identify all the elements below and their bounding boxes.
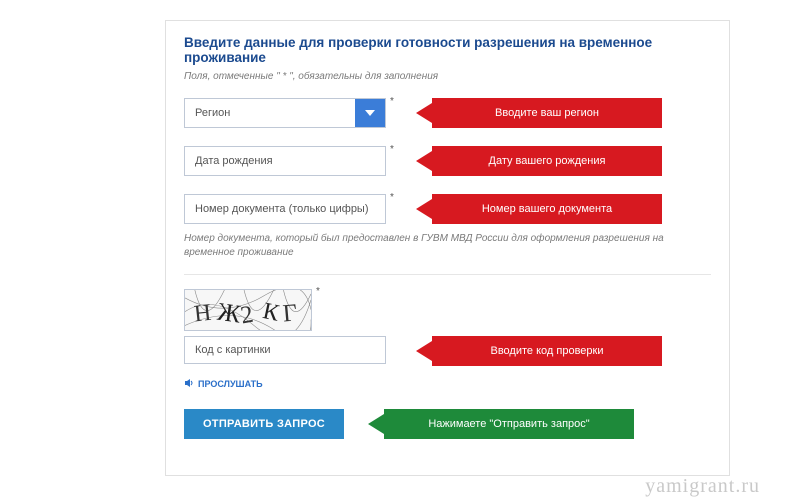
- callout-region: Вводите ваш регион: [432, 98, 662, 128]
- row-region: Регион * Вводите ваш регион: [184, 98, 711, 130]
- divider: [184, 274, 711, 275]
- dob-input-label: Дата рождения: [195, 155, 273, 167]
- region-select-label: Регион: [195, 107, 230, 119]
- svg-text:К: К: [261, 298, 282, 327]
- docnum-input[interactable]: Номер документа (только цифры): [184, 194, 386, 224]
- listen-link[interactable]: ПРОСЛУШАТЬ: [184, 378, 263, 390]
- form-card: Введите данные для проверки готовности р…: [165, 20, 730, 476]
- captcha-input-label: Код с картинки: [195, 344, 271, 356]
- callout-captcha: Вводите код проверки: [432, 336, 662, 366]
- svg-text:Г: Г: [282, 299, 299, 327]
- captcha-input[interactable]: Код с картинки: [184, 336, 386, 364]
- captcha-image: Н Ж 2 К Г: [184, 289, 312, 331]
- required-asterisk: *: [390, 144, 394, 155]
- chevron-down-icon: [355, 99, 385, 127]
- required-asterisk: *: [390, 192, 394, 203]
- row-submit: ОТПРАВИТЬ ЗАПРОС Нажимаете "Отправить за…: [184, 409, 711, 441]
- svg-text:Н: Н: [193, 300, 213, 328]
- required-note: Поля, отмеченные " * ", обязательны для …: [184, 71, 711, 82]
- row-captcha: Н Ж 2 К Г * Код с картинки Вводите код п…: [184, 289, 711, 371]
- callout-docnum: Номер вашего документа: [432, 194, 662, 224]
- svg-text:2: 2: [238, 301, 255, 330]
- watermark: yamigrant.ru: [645, 475, 760, 498]
- required-asterisk: *: [390, 96, 394, 107]
- row-docnum: Номер документа (только цифры) * Номер в…: [184, 194, 711, 226]
- row-dob: Дата рождения * Дату вашего рождения: [184, 146, 711, 178]
- svg-text:Ж: Ж: [216, 297, 243, 329]
- callout-submit: Нажимаете "Отправить запрос": [384, 409, 634, 439]
- dob-input[interactable]: Дата рождения: [184, 146, 386, 176]
- docnum-help: Номер документа, который был предоставле…: [184, 232, 704, 260]
- callout-dob: Дату вашего рождения: [432, 146, 662, 176]
- submit-button[interactable]: ОТПРАВИТЬ ЗАПРОС: [184, 409, 344, 439]
- docnum-input-label: Номер документа (только цифры): [195, 203, 369, 215]
- region-select[interactable]: Регион: [184, 98, 386, 128]
- listen-label: ПРОСЛУШАТЬ: [198, 379, 263, 389]
- required-asterisk: *: [316, 286, 320, 297]
- sound-icon: [184, 378, 194, 390]
- page-title: Введите данные для проверки готовности р…: [184, 35, 711, 65]
